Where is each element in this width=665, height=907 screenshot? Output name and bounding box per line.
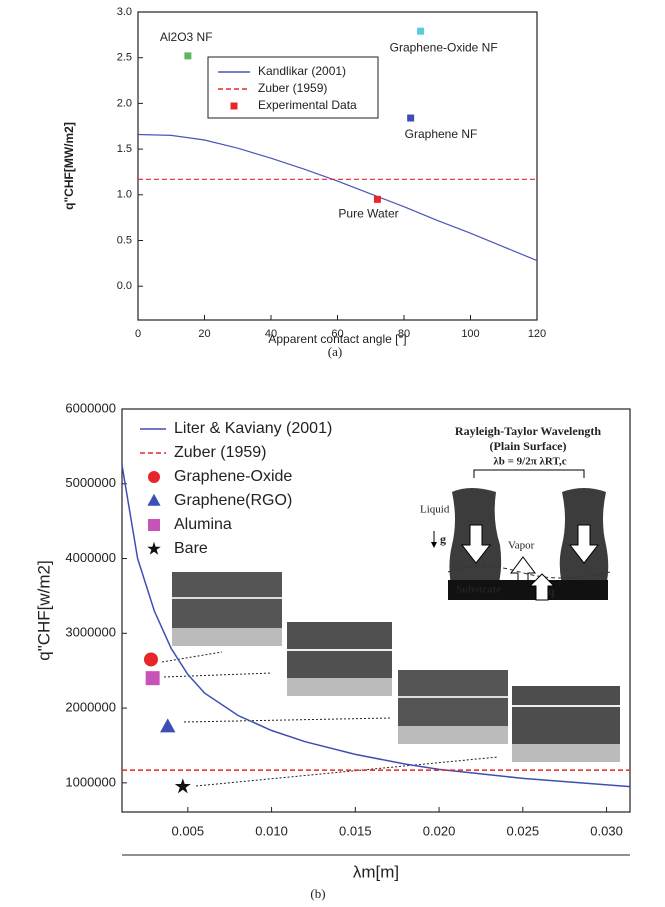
data-point (160, 718, 176, 733)
series-line (137, 133, 538, 262)
data-point (143, 652, 158, 667)
x-tick-label: 60 (331, 328, 343, 340)
y-tick-label: 6000000 (65, 400, 116, 415)
x-tick-label: 120 (528, 328, 546, 340)
plot-frame (121, 408, 631, 813)
y-tick-label: 5000000 (65, 475, 116, 490)
point-label: Graphene NF (405, 127, 478, 141)
y-axis-label: q"CHF[w/m2] (34, 560, 53, 661)
x-tick-label: 80 (398, 328, 410, 340)
pointer (161, 651, 223, 663)
caption: (a) (328, 344, 342, 359)
heat-arrow (528, 573, 556, 601)
x-tick-label: 0.015 (339, 823, 372, 838)
wavelength-bracket (473, 469, 585, 478)
pointer (183, 717, 391, 723)
data-point (417, 27, 425, 35)
x-tick-label: 0.005 (172, 823, 205, 838)
data-point (174, 778, 191, 794)
data-point (184, 52, 192, 60)
data-point (373, 195, 381, 203)
y-tick-label: 3.0 (117, 6, 132, 18)
x-tick-label: 0.030 (590, 823, 623, 838)
legend-label: Bare (174, 540, 208, 557)
y-tick-label: 2.5 (117, 52, 132, 64)
legend-label: Alumina (174, 516, 232, 533)
x-tick-label: 0.020 (423, 823, 456, 838)
y-tick-label: 1.0 (117, 189, 132, 201)
point-label: Graphene-Oxide NF (390, 40, 498, 54)
legend-swatch (148, 519, 160, 531)
inset-schematic (431, 469, 611, 601)
substrate (448, 580, 608, 600)
x-tick-label: 0 (135, 328, 141, 340)
inset-title: (Plain Surface) (490, 439, 567, 453)
legend-label: Zuber (1959) (174, 444, 267, 461)
point-label: Al2O3 NF (160, 30, 213, 44)
y-tick-label: 2.0 (117, 97, 132, 109)
x-tick-label: 40 (265, 328, 277, 340)
y-axis-label: q"CHF[MW/m2] (62, 122, 76, 210)
x-tick-label: 0.010 (255, 823, 288, 838)
pointer (195, 756, 499, 787)
x-tick-label: 0.025 (507, 823, 540, 838)
y-tick-label: 0.5 (117, 234, 132, 246)
legend-label: Zuber (1959) (258, 81, 327, 95)
photos (172, 572, 620, 762)
series-line (121, 464, 631, 788)
ruler (398, 726, 508, 744)
point-label: Pure Water (338, 207, 398, 221)
y-tick-label: 3000000 (65, 625, 116, 640)
pointer (163, 672, 273, 678)
flow-arrow (460, 524, 492, 564)
legend-label: Graphene(RGO) (174, 492, 292, 509)
y-tick-label: 1.5 (117, 143, 132, 155)
x-axis-label: Apparent contact angle [°] (268, 332, 406, 346)
legend-swatch (148, 471, 160, 483)
flow-arrow (568, 524, 600, 564)
y-tick-label: 1000000 (65, 774, 116, 789)
inset-title: Rayleigh-Taylor Wavelength (455, 424, 601, 438)
inset-formula: λb = 9/2π λRT,c (493, 456, 566, 468)
interface (447, 565, 611, 579)
legend-label: Liter & Kaviany (2001) (174, 420, 332, 437)
inset-label: q (548, 584, 555, 598)
pointer-arrows (161, 651, 499, 787)
x-tick-label: 20 (198, 328, 210, 340)
inset-label: Substrate (456, 584, 501, 596)
ruler (172, 628, 282, 646)
inset-label: Liquid (420, 504, 450, 516)
legend-label: Graphene-Oxide (174, 468, 292, 485)
caption: (b) (310, 886, 325, 901)
y-tick-label: 2000000 (65, 700, 116, 715)
legend-swatch (147, 493, 161, 506)
x-tick-label: 100 (461, 328, 479, 340)
legend-swatch (147, 541, 161, 555)
y-tick-label: 0.0 (117, 280, 132, 292)
data-point (407, 114, 415, 122)
legend-swatch (230, 102, 238, 110)
ruler (287, 678, 392, 696)
gravity-arrowhead (431, 542, 437, 548)
legend-label: Kandlikar (2001) (258, 64, 346, 78)
x-axis-label: λm[m] (353, 862, 399, 881)
inset-label: g (440, 532, 446, 546)
inset-label: Vapor (508, 540, 535, 552)
data-point (145, 671, 160, 686)
y-tick-label: 4000000 (65, 550, 116, 565)
legend-label: Experimental Data (258, 98, 357, 112)
ruler (512, 744, 620, 762)
